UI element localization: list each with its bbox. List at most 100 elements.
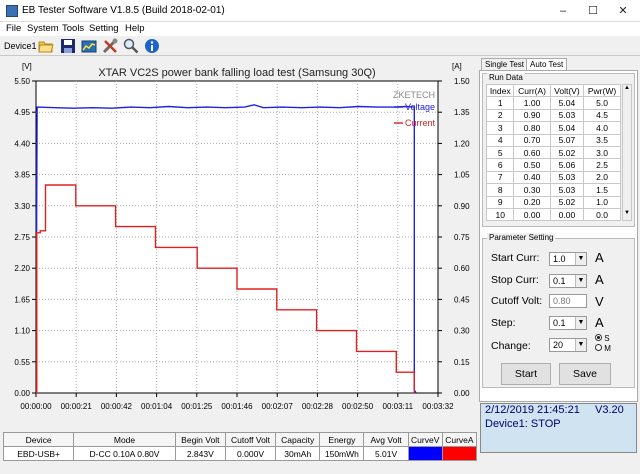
tab-auto-test[interactable]: Auto Test — [526, 58, 568, 70]
run-data-row[interactable]: 9 0.20 5.02 1.0 — [485, 195, 621, 209]
right-panel: Single Test Auto Test Run Data Index Curr… — [479, 58, 638, 403]
x-tick-label: 00:02:28 — [302, 402, 334, 411]
radio-s-icon — [595, 334, 602, 341]
y-right-tick-label: 0.90 — [454, 202, 470, 211]
status-datetime: 2/12/2019 21:45:21 — [485, 404, 580, 416]
run-data-row[interactable]: 4 0.70 5.07 3.5 — [485, 133, 621, 147]
chevron-down-icon: ▼ — [575, 253, 586, 265]
menu-help[interactable]: Help — [125, 23, 145, 34]
start-curr-select[interactable]: 1.0 ▼ — [549, 252, 587, 266]
save-icon[interactable] — [60, 38, 76, 54]
minimize-button[interactable]: – — [559, 5, 567, 17]
summary-cell: D-CC 0.10A 0.80V — [73, 446, 176, 461]
run-data-cell: 4.0 — [583, 121, 621, 135]
run-data-header: Index — [485, 83, 515, 98]
series-line-voltage — [35, 104, 417, 394]
menu-tools[interactable]: Tools — [62, 23, 85, 34]
search-icon[interactable] — [123, 38, 139, 54]
run-data-cell: 4 — [485, 133, 515, 147]
info-icon[interactable] — [144, 38, 160, 54]
run-data-table: Index Curr(A) Volt(V) Pwr(W) 1 1.00 5.04 5.0 2 0.… — [485, 83, 621, 222]
run-data-row[interactable]: 2 0.90 5.03 4.5 — [485, 108, 621, 123]
menu-setting[interactable]: Setting — [89, 23, 119, 34]
change-value: 20 — [553, 340, 564, 350]
run-data-row[interactable]: 8 0.30 5.03 1.5 — [485, 183, 621, 197]
parameter-setting-group: Parameter Setting Start Curr: 1.0 ▼ A Sto… — [482, 233, 635, 388]
save-button[interactable]: Save — [559, 363, 611, 385]
summary-header: Capacity — [275, 432, 321, 447]
menu-file[interactable]: File — [6, 23, 22, 34]
run-data-cell: 3.0 — [583, 145, 621, 160]
device-label: Device1 — [4, 41, 37, 51]
stop-curr-select[interactable]: 0.1 ▼ — [549, 274, 587, 288]
chevron-down-icon: ▼ — [575, 339, 586, 351]
y-left-tick-label: 0.00 — [14, 389, 30, 398]
curve-a-color-swatch[interactable] — [441, 446, 478, 461]
maximize-button[interactable]: ☐ — [588, 5, 598, 17]
radio-s-label: S — [604, 334, 610, 343]
run-data-cell: 5.0 — [583, 96, 621, 110]
run-data-cell: 0.80 — [513, 121, 551, 135]
run-data-cell: 0.50 — [513, 158, 551, 172]
run-data-row[interactable]: 3 0.80 5.04 4.0 — [485, 121, 621, 135]
y-right-tick-label: 0.00 — [454, 389, 470, 398]
chart-icon[interactable] — [81, 38, 97, 54]
run-data-cell: 5.03 — [549, 170, 585, 185]
summary-row[interactable]: EBD-USB+ D-CC 0.10A 0.80V 2.843V 0.000V … — [2, 446, 478, 461]
summary-header: CurveV — [407, 432, 443, 447]
run-data-cell: 0.0 — [583, 207, 621, 222]
curve-v-color-swatch[interactable] — [407, 446, 443, 461]
run-data-scrollbar[interactable]: ▲ ▼ — [622, 84, 632, 221]
summary-cell: 2.843V — [174, 446, 226, 461]
run-data-cell: 5.04 — [549, 96, 585, 110]
chart-title: XTAR VC2S power bank falling load test (… — [98, 67, 375, 79]
summary-cell: 0.000V — [224, 446, 277, 461]
scroll-up-icon[interactable]: ▲ — [624, 85, 630, 91]
change-select[interactable]: 20 ▼ — [549, 338, 587, 352]
y-right-tick-label: 0.45 — [454, 295, 470, 304]
menu-system[interactable]: System — [27, 23, 59, 34]
run-data-cell: 5 — [485, 145, 515, 160]
run-data-cell: 0.90 — [513, 108, 551, 123]
run-data-cell: 5.03 — [549, 108, 585, 123]
y-right-tick-label: 1.05 — [454, 171, 470, 180]
x-tick-label: 00:01:25 — [181, 402, 213, 411]
run-data-cell: 2.0 — [583, 170, 621, 185]
step-unit: A — [595, 315, 604, 330]
run-data-row[interactable]: 10 0.00 0.00 0.0 — [485, 207, 621, 222]
y-left-tick-label: 4.95 — [14, 108, 30, 117]
run-data-cell: 0.60 — [513, 145, 551, 160]
open-folder-icon[interactable] — [38, 38, 54, 54]
run-data-cell: 0.30 — [513, 183, 551, 197]
chevron-down-icon: ▼ — [575, 317, 586, 329]
run-data-row[interactable]: 5 0.60 5.02 3.0 — [485, 145, 621, 160]
x-tick-label: 00:03:11 — [383, 402, 414, 411]
tab-single-test[interactable]: Single Test — [481, 58, 528, 70]
left-axis-unit: [V] — [22, 62, 32, 71]
summary-header: Begin Volt — [174, 432, 226, 447]
summary-header: CurveA — [441, 432, 478, 447]
run-data-row[interactable]: 7 0.40 5.03 2.0 — [485, 170, 621, 185]
start-button[interactable]: Start — [501, 363, 551, 385]
run-data-cell: 1.5 — [583, 183, 621, 197]
close-button[interactable]: ✕ — [618, 5, 628, 17]
legend-label: Current — [405, 118, 436, 128]
run-data-cell: 1.0 — [583, 195, 621, 209]
summary-header: Mode — [73, 432, 176, 447]
scroll-down-icon[interactable]: ▼ — [624, 210, 630, 216]
radio-m[interactable]: M — [595, 344, 611, 353]
tools-icon[interactable] — [102, 38, 118, 54]
x-tick-label: 00:01:46 — [221, 402, 253, 411]
radio-s[interactable]: S — [595, 334, 610, 343]
run-data-cell: 4.5 — [583, 108, 621, 123]
run-data-cell: 1 — [485, 96, 515, 110]
stop-curr-unit: A — [595, 272, 604, 287]
run-data-row[interactable]: 6 0.50 5.06 2.5 — [485, 158, 621, 172]
x-tick-label: 00:00:00 — [20, 402, 52, 411]
cutoff-volt-input[interactable]: 0.80 — [549, 294, 587, 308]
run-data-row[interactable]: 1 1.00 5.04 5.0 — [485, 96, 621, 110]
summary-header: Avg Volt — [363, 432, 409, 447]
summary-header-row: Device Mode Begin Volt Cutoff Volt Capac… — [2, 432, 478, 447]
step-select[interactable]: 0.1 ▼ — [549, 316, 587, 330]
app-icon — [6, 5, 18, 17]
